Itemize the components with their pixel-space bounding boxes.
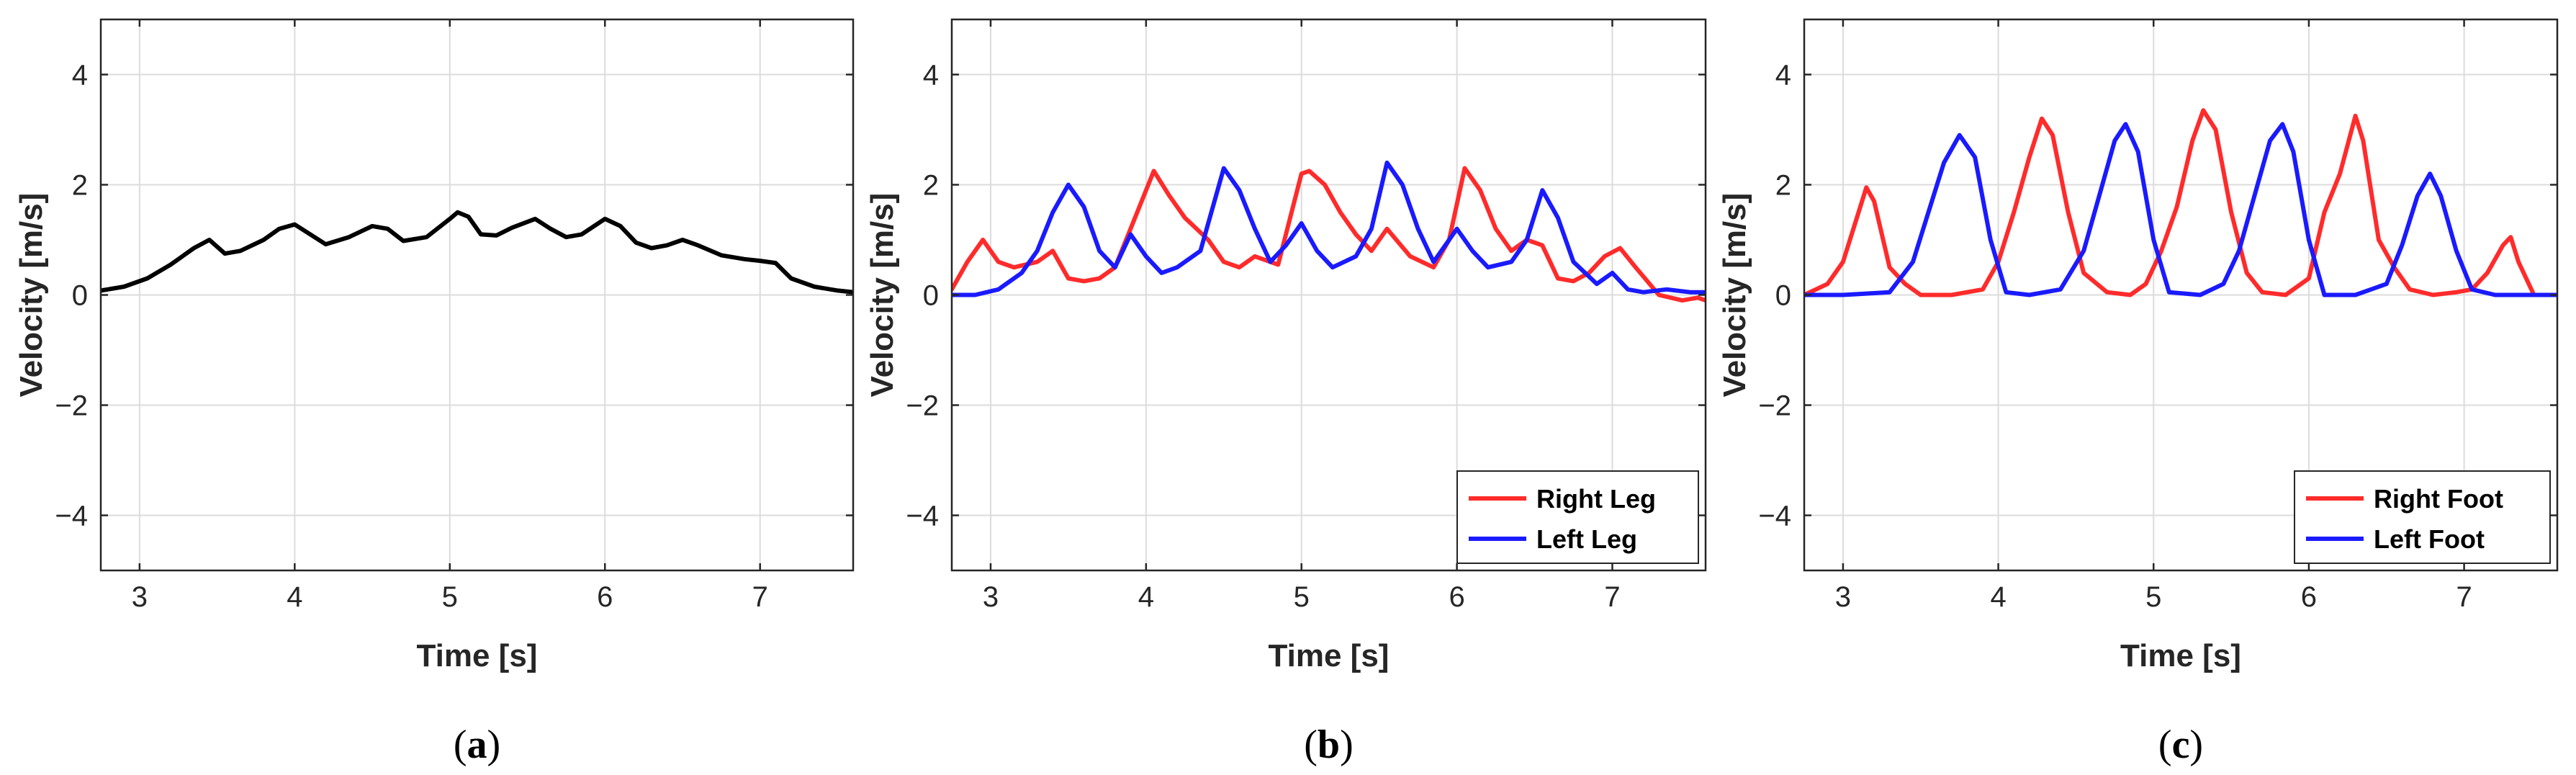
y-tick-label: 2 xyxy=(923,170,939,202)
legend: Right Leg Left Leg xyxy=(1456,470,1699,564)
x-tick-label: 3 xyxy=(1835,581,1851,613)
y-axis-label: Velocity [m/s] xyxy=(865,193,900,398)
x-tick-label: 3 xyxy=(983,581,999,613)
panel-caption: (c) xyxy=(2158,722,2203,767)
series-line-left-leg xyxy=(952,160,1706,297)
x-tick-label: 6 xyxy=(2301,581,2317,613)
panel-caption: (b) xyxy=(1304,722,1353,767)
x-tick-label: 6 xyxy=(597,581,613,613)
y-tick-label: 2 xyxy=(72,170,88,202)
y-tick-label: −2 xyxy=(906,390,939,422)
y-tick-label: 4 xyxy=(923,60,939,91)
x-tick-label: 3 xyxy=(132,581,148,613)
series-line-right-foot xyxy=(1804,108,2557,297)
x-axis-label: Time [s] xyxy=(417,638,538,673)
legend-box xyxy=(2294,470,2551,564)
panels: 3 4 5 6 7 −4 −2 0 2 4 Time [s] Velocity [m/s] (a) 3 4 5… xyxy=(14,18,2559,767)
chart-panel-c: 3 4 5 6 7 −4 −2 0 2 4 Time [s] Velocity [m/s] Right … xyxy=(1717,18,2559,767)
legend-entry: Left Leg xyxy=(1536,524,1637,554)
x-axis-label: Time [s] xyxy=(1269,638,1390,673)
x-tick-label: 5 xyxy=(442,581,458,613)
y-tick-label: −2 xyxy=(1758,390,1791,422)
y-tick-label: 0 xyxy=(72,280,88,312)
series-line-left-foot xyxy=(1804,122,2557,297)
y-tick-label: 0 xyxy=(1775,280,1791,312)
x-tick-label: 5 xyxy=(2145,581,2161,613)
x-tick-label: 4 xyxy=(1990,581,2006,613)
y-axis-label: Velocity [m/s] xyxy=(14,193,49,398)
y-tick-label: −2 xyxy=(55,390,88,422)
legend-entry: Right Foot xyxy=(2374,484,2503,514)
series-line-right-leg xyxy=(952,166,1706,303)
chart-panel-a: 3 4 5 6 7 −4 −2 0 2 4 Time [s] Velocity [m/s] (a) xyxy=(14,18,855,767)
legend: Right Foot Left Foot xyxy=(2294,470,2551,564)
y-tick-label: 2 xyxy=(1775,170,1791,202)
y-tick-label: 4 xyxy=(72,60,88,91)
legend-entry: Right Leg xyxy=(1536,484,1656,514)
panel-caption: (a) xyxy=(454,722,500,767)
x-tick-label: 4 xyxy=(1138,581,1154,613)
legend-box xyxy=(1456,470,1699,564)
y-tick-label: 0 xyxy=(923,280,939,312)
chart-panel-b: 3 4 5 6 7 −4 −2 0 2 4 Time [s] Velocity [m/s] Right … xyxy=(865,18,1707,767)
y-axis-label: Velocity [m/s] xyxy=(1717,193,1752,398)
x-tick-label: 7 xyxy=(752,581,768,613)
y-tick-label: −4 xyxy=(55,501,88,532)
legend-entry: Left Foot xyxy=(2374,524,2485,554)
x-tick-label: 7 xyxy=(1604,581,1620,613)
x-tick-label: 5 xyxy=(1294,581,1310,613)
x-tick-label: 6 xyxy=(1449,581,1464,613)
x-tick-label: 7 xyxy=(2456,581,2472,613)
x-tick-label: 4 xyxy=(287,581,302,613)
y-tick-label: −4 xyxy=(1758,501,1791,532)
series-line-velocity xyxy=(101,210,853,295)
y-tick-label: 4 xyxy=(1775,60,1791,91)
x-axis-label: Time [s] xyxy=(2120,638,2241,673)
y-tick-label: −4 xyxy=(906,501,939,532)
